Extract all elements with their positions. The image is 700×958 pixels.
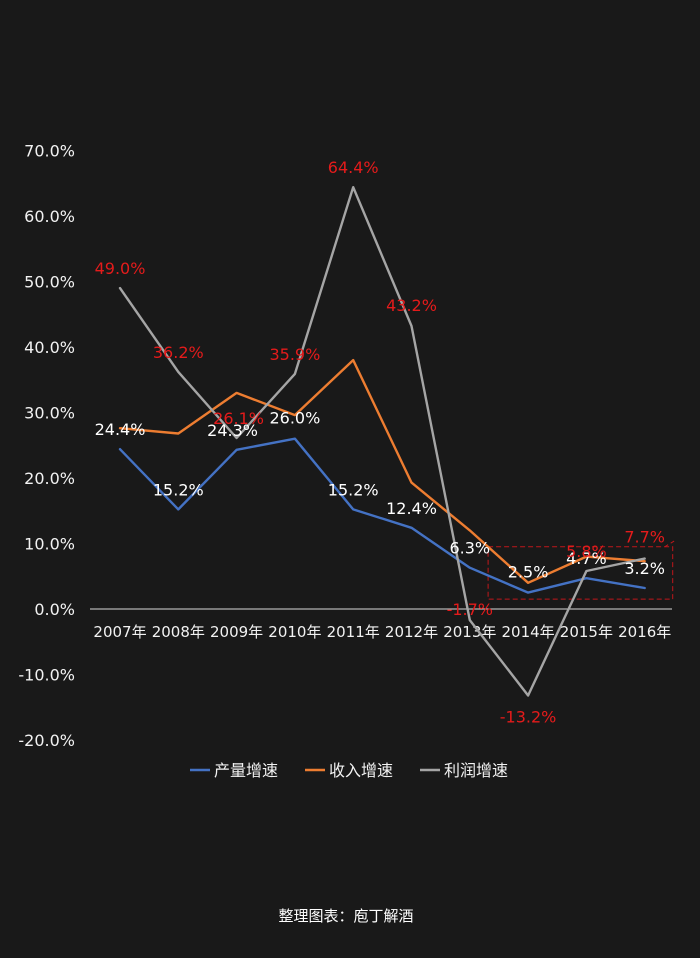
series-line-2	[118, 185, 646, 697]
y-tick-label: 70.0%	[24, 142, 75, 161]
data-label: 15.2%	[328, 480, 379, 499]
y-tick-label: 30.0%	[24, 404, 75, 423]
data-label: -1.7%	[447, 600, 493, 619]
highlight-connector	[664, 540, 675, 548]
y-tick-label: 50.0%	[24, 273, 75, 292]
legend-label: 产量增速	[214, 761, 278, 780]
x-tick-label: 2011年	[327, 623, 380, 641]
data-label: 43.2%	[386, 296, 437, 315]
y-tick-label: 60.0%	[24, 207, 75, 226]
data-label: 7.7%	[624, 528, 665, 547]
x-tick-label: 2009年	[210, 623, 263, 641]
data-label: 49.0%	[95, 259, 146, 278]
data-label: 64.4%	[328, 158, 379, 177]
series-line-0	[118, 437, 646, 594]
data-label: 3.2%	[624, 559, 665, 578]
x-tick-label: 2013年	[443, 623, 496, 641]
data-label: 5.8%	[566, 542, 607, 561]
data-label: 26.1%	[213, 409, 264, 428]
x-tick-label: 2008年	[152, 623, 205, 641]
data-label: 6.3%	[449, 539, 490, 558]
x-tick-label: 2014年	[502, 623, 555, 641]
data-label: 26.0%	[269, 409, 320, 428]
x-tick-label: 2016年	[618, 623, 671, 641]
y-tick-label: 40.0%	[24, 338, 75, 357]
data-label: 35.9%	[269, 345, 320, 364]
data-label: 2.5%	[508, 563, 549, 582]
legend-label: 利润增速	[444, 761, 508, 780]
data-label: 15.2%	[153, 480, 204, 499]
y-tick-label: -10.0%	[18, 666, 75, 685]
data-label: 24.4%	[95, 420, 146, 439]
y-tick-label: 10.0%	[24, 535, 75, 554]
x-tick-label: 2007年	[93, 623, 146, 641]
data-label: 24.3%	[207, 421, 258, 440]
data-label: 4.7%	[566, 549, 607, 568]
y-tick-label: 0.0%	[34, 600, 75, 619]
chart-credit: 整理图表：庖丁解酒	[278, 907, 413, 925]
legend-label: 收入增速	[329, 761, 393, 780]
data-label: 36.2%	[153, 343, 204, 362]
highlight-box	[487, 546, 674, 600]
y-tick-label: 20.0%	[24, 469, 75, 488]
data-label: 12.4%	[386, 499, 437, 518]
series-line-1	[118, 358, 646, 584]
x-tick-label: 2012年	[385, 623, 438, 641]
x-tick-label: 2010年	[268, 623, 321, 641]
data-label: -13.2%	[500, 707, 557, 726]
x-tick-label: 2015年	[560, 623, 613, 641]
y-tick-label: -20.0%	[18, 731, 75, 750]
